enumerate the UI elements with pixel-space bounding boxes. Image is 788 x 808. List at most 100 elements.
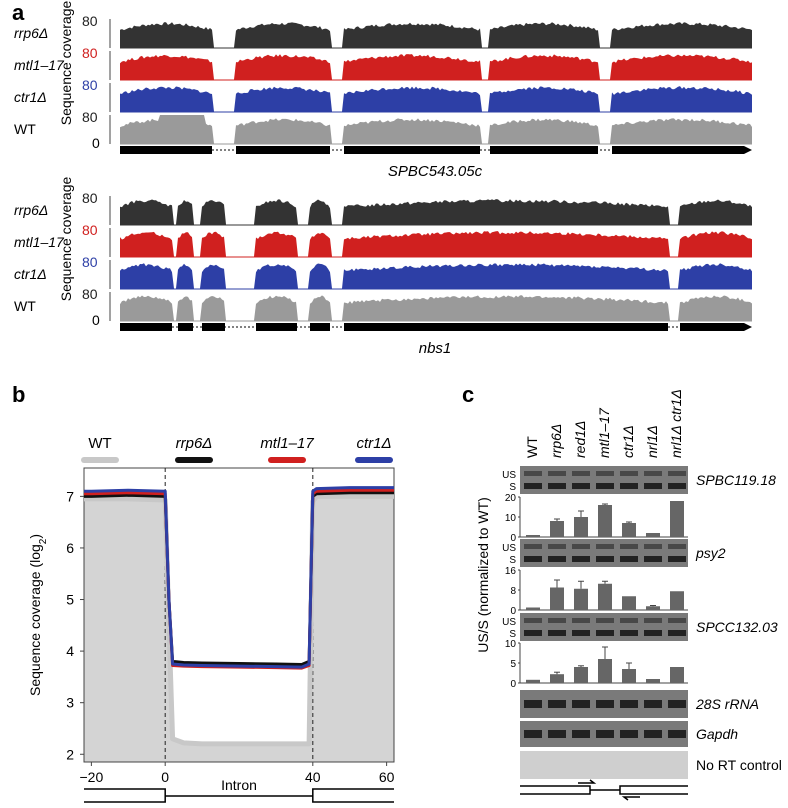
gel-band-s <box>572 556 590 562</box>
gene-exon <box>490 146 598 154</box>
gel-band-s <box>596 483 614 489</box>
gel-band-us <box>620 471 638 476</box>
gel-band <box>572 730 590 738</box>
track-tick-80: 80 <box>82 45 98 61</box>
gel-band-s <box>524 483 542 489</box>
gel-band-s <box>596 556 614 562</box>
gel-band-s <box>572 483 590 489</box>
gene-exon <box>120 146 212 154</box>
gel-band <box>596 700 614 708</box>
gel-band-s <box>524 556 542 562</box>
primer-exon-right <box>619 785 688 795</box>
ytick-label: 4 <box>66 643 74 659</box>
track-label: rrp6Δ <box>14 25 48 41</box>
gel-psy2 <box>520 539 688 567</box>
track-tick-80: 80 <box>82 13 98 29</box>
lane-label: mtl1–17 <box>596 407 612 458</box>
panel-a-ylabel: Sequence coverage <box>58 1 74 126</box>
gel-label: SPBC119.18 <box>696 472 776 488</box>
gel-band-us <box>524 618 542 623</box>
bar-ytick-label: 5 <box>510 659 516 670</box>
gel-band-us <box>620 618 638 623</box>
gel-band-us <box>548 471 566 476</box>
ytick-label: 3 <box>66 695 74 711</box>
xtick-label: 0 <box>161 769 169 785</box>
gel-spcc <box>520 613 688 641</box>
track-tick-80: 80 <box>82 286 98 302</box>
gel-label: SPCC132.03 <box>696 619 778 635</box>
series-line-1 <box>84 491 394 666</box>
xtick-label: 60 <box>379 769 395 785</box>
bar <box>574 588 588 610</box>
gel-band-us <box>644 544 662 549</box>
gene-name: SPBC543.05c <box>388 163 483 180</box>
gel-band <box>524 730 542 738</box>
band-s-label: S <box>509 555 516 566</box>
gel-band <box>644 700 662 708</box>
gel-band-s <box>548 483 566 489</box>
gel-band-us <box>596 544 614 549</box>
track-label: rrp6Δ <box>14 202 48 218</box>
gene-exon <box>310 323 330 331</box>
gel-band <box>572 700 590 708</box>
track-tick-80: 80 <box>82 190 98 206</box>
bar <box>526 535 540 537</box>
primer-forward <box>578 779 597 784</box>
gel-band-us <box>668 544 686 549</box>
track-tick-80: 80 <box>82 222 98 238</box>
legend-label: WT <box>88 435 111 452</box>
bar-ytick-label: 10 <box>505 513 517 524</box>
track-tick-80: 80 <box>82 254 98 270</box>
bar <box>670 501 684 537</box>
bar-ytick-label: 8 <box>510 586 516 597</box>
coverage-area <box>120 54 752 80</box>
track-tick-0: 0 <box>92 312 100 328</box>
ytick-label: 7 <box>66 488 74 504</box>
bar <box>574 517 588 537</box>
gel-band-s <box>572 630 590 636</box>
diagram-exon-right <box>312 788 394 803</box>
track-label: mtl1–17 <box>14 234 65 250</box>
gene-exon <box>178 323 193 331</box>
gel-band-s <box>668 483 686 489</box>
panel-c-label: c <box>462 382 474 407</box>
bar-ytick-label: 0 <box>510 533 516 544</box>
band-s-label: S <box>509 482 516 493</box>
gel-band-s <box>620 630 638 636</box>
band-us-label: US <box>502 617 516 628</box>
gene-exon <box>344 146 480 154</box>
wt-area <box>84 496 394 762</box>
gene-exon <box>120 323 172 331</box>
band-us-label: US <box>502 543 516 554</box>
gene-exon-arrow <box>612 146 752 154</box>
gel-label: Gapdh <box>696 726 738 742</box>
bar <box>526 679 540 683</box>
panel-a: Sequence coverage Sequence coverage rrp6Δ 8… <box>14 1 752 357</box>
gel-band-us <box>572 618 590 623</box>
bar <box>526 607 540 610</box>
track-label: mtl1–17 <box>14 57 65 73</box>
track-label: WT <box>14 298 36 314</box>
gel-band <box>668 730 686 738</box>
legend-label: rrp6Δ <box>176 435 213 452</box>
bar <box>574 667 588 683</box>
bar <box>646 533 660 537</box>
band-s-label: S <box>509 629 516 640</box>
bar <box>598 659 612 683</box>
bar <box>598 505 612 537</box>
x-axis-label: Intron <box>221 777 257 793</box>
bar <box>670 591 684 610</box>
gel-band-s <box>596 630 614 636</box>
gene-exon <box>236 146 330 154</box>
gel-band-us <box>596 471 614 476</box>
coverage-area <box>120 86 752 112</box>
ytick-label: 5 <box>66 592 74 608</box>
band-us-label: US <box>502 470 516 481</box>
gel-band-us <box>548 544 566 549</box>
gel-label: 28S rRNA <box>695 696 759 712</box>
gel-band-us <box>668 471 686 476</box>
bar <box>670 667 684 683</box>
gel-band-us <box>644 618 662 623</box>
gel-band <box>548 730 566 738</box>
legend-label: ctr1Δ <box>356 435 391 452</box>
